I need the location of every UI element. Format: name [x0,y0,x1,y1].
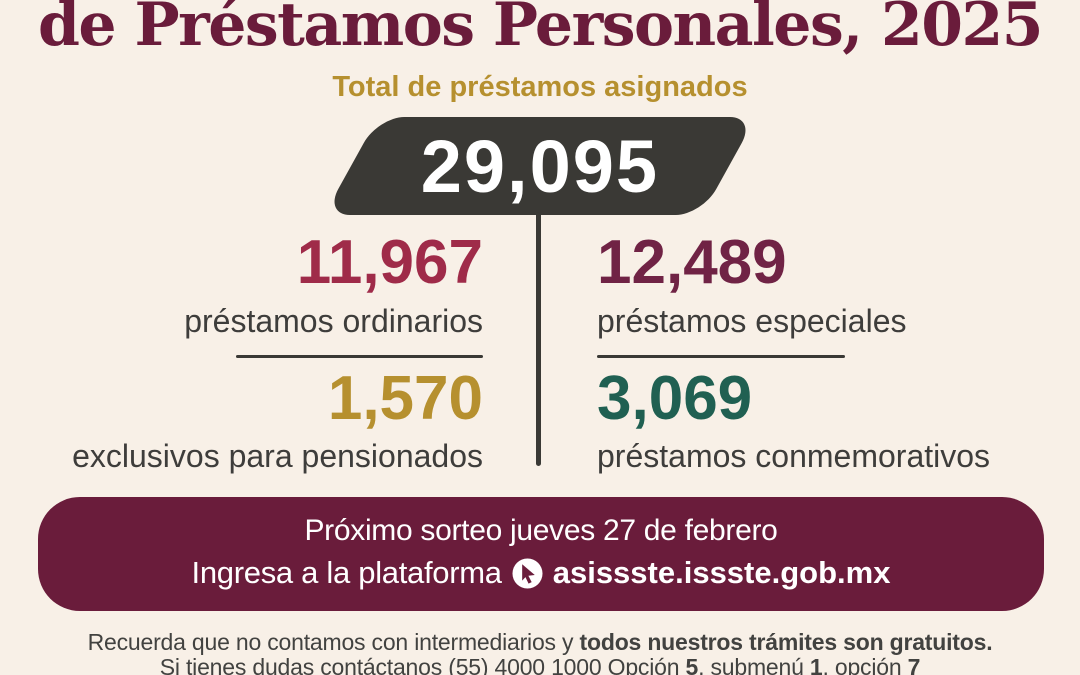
next-draw-date: Próximo sorteo jueves 27 de febrero [304,514,778,547]
vertical-divider [536,212,541,466]
footer-contact-text: Si tienes dudas contáctanos (55) 4000 10… [159,654,686,675]
stats-column-right: 12,489 préstamos especiales 3,069 présta… [597,0,1080,675]
stat-value-ordinarios: 11,967 [296,228,483,297]
platform-prefix: Ingresa a la plataforma [191,555,502,590]
horizontal-rule-left [236,355,483,358]
footer-disclaimer-regular: Recuerda que no contamos con intermediar… [87,629,580,655]
stat-label-especiales: préstamos especiales [597,303,907,339]
stat-value-pensionados: 1,570 [327,364,483,433]
stats-column-left: 11,967 préstamos ordinarios 1,570 exclus… [0,0,483,675]
stat-label-ordinarios: préstamos ordinarios [184,303,483,339]
footer-option-number: 5 [685,654,699,675]
stat-label-conmemorativos: préstamos conmemorativos [597,438,991,474]
footer-submenu-number: 1 [809,654,823,675]
footer-contact-text: , opción [822,654,908,675]
platform-row: Ingresa a la plataforma asissste.issste.… [38,555,1044,591]
stat-value-conmemorativos: 3,069 [597,364,753,433]
platform-url[interactable]: asissste.issste.gob.mx [552,555,891,590]
cursor-click-icon [512,557,543,589]
footer-contact: Si tienes dudas contáctanos (55) 4000 10… [0,654,1080,675]
horizontal-rule-right [597,355,845,358]
page-subtitle: Total de préstamos asignados [332,71,748,103]
stat-value-especiales: 12,489 [597,228,787,297]
footer-disclaimer-bold: todos nuestros trámites son gratuitos. [579,629,993,655]
next-draw-banner: Próximo sorteo jueves 27 de febrero Ingr… [38,497,1044,611]
footer-option2-number: 7 [907,654,921,675]
footer-disclaimer: Recuerda que no contamos con intermediar… [0,629,1080,656]
page-title: de Préstamos Personales, 2025 [37,0,1044,60]
footer-contact-text: , submenú [698,654,810,675]
stat-label-pensionados: exclusivos para pensionados [72,438,483,474]
